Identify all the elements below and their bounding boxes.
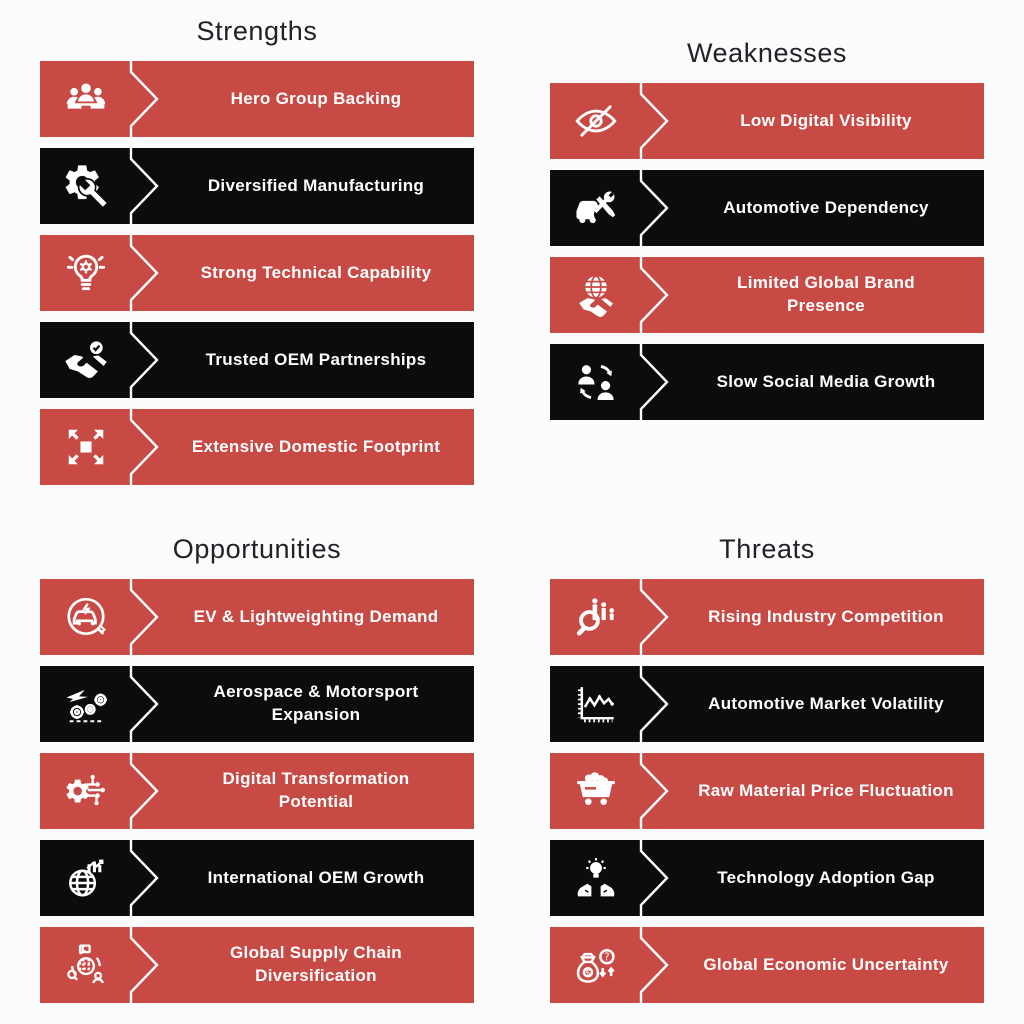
banner-icon-area	[40, 579, 132, 655]
opportunities-item-2: Aerospace & Motorsport Expansion	[40, 666, 474, 743]
banner-label: Strong Technical Capability	[200, 262, 432, 282]
banner-label: Trusted OEM Partnerships	[205, 349, 427, 369]
weaknesses-item-2: Automotive Dependency	[550, 170, 984, 247]
team-group-icon	[63, 76, 109, 122]
banner-label: Technology Adoption Gap	[717, 867, 935, 887]
banner-label: International OEM Growth	[207, 867, 425, 887]
lightbulb-gear-icon	[63, 250, 109, 296]
banner-icon-area	[40, 235, 132, 311]
gear-circuit-icon	[63, 768, 109, 814]
banner-icon-area	[550, 257, 642, 333]
opportunities-title: Opportunities	[172, 534, 342, 565]
quadrant-threats: Threats Rising Industry Competition Automo…	[550, 534, 984, 1004]
banner-icon-area	[40, 753, 132, 829]
expand-arrows-icon	[63, 424, 109, 470]
banner-label: Aerospace & Motorsport Expansion	[213, 682, 419, 725]
threats-item-1: Rising Industry Competition	[550, 579, 984, 656]
banner-label: Raw Material Price Fluctuation	[698, 780, 954, 800]
magnifier-bars-icon	[573, 594, 619, 640]
globe-growth-icon	[63, 855, 109, 901]
quadrant-weaknesses: Weaknesses Low Digital Visibility Automoti…	[550, 16, 984, 485]
banner-label: EV & Lightweighting Demand	[193, 606, 439, 626]
banner-label: Hero Group Backing	[230, 88, 402, 108]
threats-item-4: Technology Adoption Gap	[550, 840, 984, 917]
threats-item-5: $? Global Economic Uncertainty	[550, 927, 984, 1004]
opportunities-item-5: Global Supply Chain Diversification	[40, 927, 474, 1004]
banner-icon-area	[40, 666, 132, 742]
banner-icon-area	[550, 83, 642, 159]
banner-icon-area	[40, 322, 132, 398]
banner-label: Digital Transformation Potential	[222, 769, 410, 812]
banner-label: Rising Industry Competition	[708, 606, 944, 626]
banner-icon-area	[40, 927, 132, 1003]
threats-item-2: Automotive Market Volatility	[550, 666, 984, 743]
banner-icon-area	[40, 409, 132, 485]
user-exchange-icon	[573, 359, 619, 405]
banner-icon-area	[550, 666, 642, 742]
hands-lightbulb-icon	[573, 855, 619, 901]
strengths-item-3: Strong Technical Capability	[40, 235, 474, 312]
banner-label: Extensive Domestic Footprint	[191, 436, 441, 456]
weaknesses-item-4: Slow Social Media Growth	[550, 344, 984, 421]
svg-text:$: $	[585, 969, 591, 979]
strengths-item-4: Trusted OEM Partnerships	[40, 322, 474, 399]
mine-cart-icon	[573, 768, 619, 814]
banner-icon-area	[550, 344, 642, 420]
banner-icon-area	[40, 840, 132, 916]
strengths-title: Strengths	[196, 16, 318, 46]
banner-label: Slow Social Media Growth	[716, 371, 936, 391]
banner-icon-area	[550, 170, 642, 246]
threats-title: Threats	[719, 534, 815, 565]
quadrant-strengths: Strengths Hero Group Backing Diversified M…	[40, 16, 474, 486]
eye-slash-icon	[573, 98, 619, 144]
banner-label: Global Economic Uncertainty	[703, 954, 949, 974]
handshake-check-icon	[63, 337, 109, 383]
quadrant-opportunities: Opportunities EV & Lightweighting Demand A…	[40, 534, 474, 1004]
banner-label: Global Supply Chain Diversification	[230, 943, 402, 986]
weaknesses-title: Weaknesses	[686, 38, 848, 68]
globe-handshake-icon	[573, 272, 619, 318]
opportunities-item-1: EV & Lightweighting Demand	[40, 579, 474, 656]
banner-label: Low Digital Visibility	[740, 110, 912, 130]
banner-icon-area: $?	[550, 927, 642, 1003]
weaknesses-item-1: Low Digital Visibility	[550, 83, 984, 160]
strengths-item-2: Diversified Manufacturing	[40, 148, 474, 225]
banner-icon-area	[550, 840, 642, 916]
money-question-icon: $?	[573, 942, 619, 988]
banner-icon-area	[550, 579, 642, 655]
volatility-chart-icon	[573, 681, 619, 727]
opportunities-item-4: International OEM Growth	[40, 840, 474, 917]
banner-icon-area	[40, 148, 132, 224]
banner-icon-area	[550, 753, 642, 829]
strengths-item-1: Hero Group Backing	[40, 61, 474, 138]
threats-item-3: Raw Material Price Fluctuation	[550, 753, 984, 830]
banner-icon-area	[40, 61, 132, 137]
supply-chain-icon	[63, 942, 109, 988]
car-repair-icon	[573, 185, 619, 231]
banner-label: Automotive Dependency	[723, 197, 929, 217]
banner-label: Automotive Market Volatility	[708, 693, 944, 713]
plane-gears-icon	[63, 681, 109, 727]
electric-car-icon	[63, 594, 109, 640]
opportunities-item-3: Digital Transformation Potential	[40, 753, 474, 830]
swot-grid: Strengths Hero Group Backing Diversified M…	[40, 16, 984, 1004]
banner-label: Diversified Manufacturing	[207, 175, 425, 195]
gear-wrench-icon	[63, 163, 109, 209]
weaknesses-item-3: Limited Global Brand Presence	[550, 257, 984, 334]
banner-label: Limited Global Brand Presence	[737, 273, 915, 316]
strengths-item-5: Extensive Domestic Footprint	[40, 409, 474, 486]
svg-text:?: ?	[604, 952, 610, 964]
